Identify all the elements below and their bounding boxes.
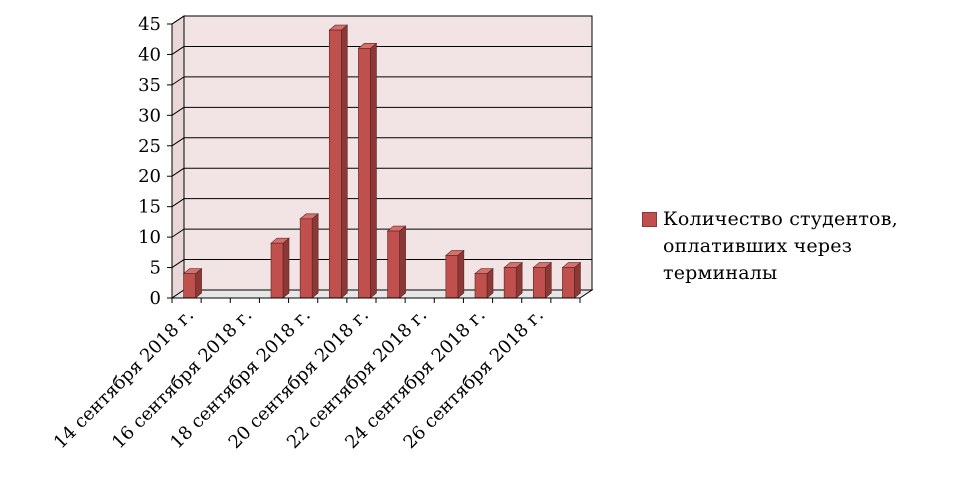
y-tick-label: 25 xyxy=(138,136,161,157)
legend-label-line-3: терминалы xyxy=(663,262,778,284)
bar-front xyxy=(445,255,459,299)
y-tick-label: 5 xyxy=(150,258,161,279)
bar xyxy=(328,24,349,299)
y-axis-tick-labels: 0 5 10 15 20 25 30 35 40 45 xyxy=(138,14,172,309)
gridline-side xyxy=(171,198,185,208)
bar-front xyxy=(299,218,313,299)
gridline-side xyxy=(171,228,185,238)
gridline-side xyxy=(171,106,185,116)
y-tick-label: 35 xyxy=(138,75,161,96)
bar xyxy=(445,249,465,299)
bar-side xyxy=(282,237,290,299)
gridline-side xyxy=(171,167,185,177)
bar-front xyxy=(358,48,371,299)
plot-area xyxy=(170,15,594,299)
bar-side xyxy=(574,261,581,299)
bar-side xyxy=(340,24,348,299)
bar-side xyxy=(311,213,319,299)
bar-front xyxy=(183,273,196,299)
y-tick-label: 40 xyxy=(138,44,161,65)
y-tick-label: 0 xyxy=(150,288,161,309)
legend-label-line-1: Количество студентов, xyxy=(663,208,898,230)
bar xyxy=(270,237,290,299)
legend-swatch xyxy=(642,212,657,227)
bar-side xyxy=(457,249,465,299)
bar xyxy=(386,225,407,299)
bar-side xyxy=(370,42,377,299)
gridlines xyxy=(171,15,592,268)
side-wall xyxy=(171,15,185,299)
y-tick-label: 10 xyxy=(138,227,161,248)
bar-side xyxy=(544,261,552,299)
gridline-side xyxy=(171,76,185,86)
bar xyxy=(474,268,494,299)
gridline-side xyxy=(171,259,185,268)
bar-side xyxy=(515,261,523,299)
y-tick-label: 15 xyxy=(138,197,161,218)
bar xyxy=(182,268,203,299)
legend-label-line-2: оплативших через xyxy=(663,235,853,257)
bar-series xyxy=(182,24,582,299)
gridline-side xyxy=(171,46,185,55)
bar-front xyxy=(532,267,546,299)
floor xyxy=(170,289,594,299)
y-tick-label: 45 xyxy=(138,14,161,35)
legend-label: Количество студентов, оплативших через т… xyxy=(663,206,898,287)
bar-front xyxy=(562,267,575,299)
gridline-side xyxy=(171,137,185,147)
gridline-side xyxy=(171,15,185,25)
bar-front xyxy=(328,29,342,299)
bar xyxy=(532,261,553,299)
bar xyxy=(561,261,582,299)
bar-front xyxy=(474,273,488,299)
y-tick-label: 20 xyxy=(138,166,161,187)
bar xyxy=(357,42,378,299)
bar-side xyxy=(399,225,406,299)
bar-front xyxy=(270,242,284,299)
bar-front xyxy=(503,267,517,299)
legend: Количество студентов, оплативших через т… xyxy=(642,206,952,287)
y-tick-label: 30 xyxy=(138,105,161,126)
bar xyxy=(299,213,319,299)
bar xyxy=(503,261,523,299)
bar-front xyxy=(387,230,400,299)
